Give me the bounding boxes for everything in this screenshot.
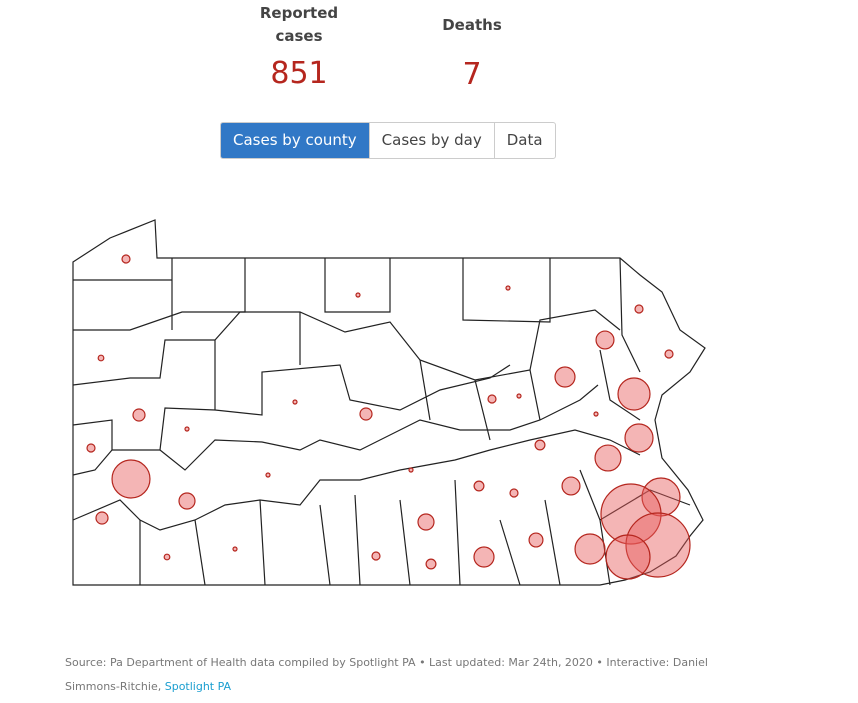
bubble[interactable] xyxy=(163,553,171,561)
bubble[interactable] xyxy=(417,513,435,531)
bubble[interactable] xyxy=(600,483,662,545)
tabs: Cases by county Cases by day Data xyxy=(220,122,556,159)
stat-label: Deaths xyxy=(442,16,502,34)
footer: Source: Pa Department of Health data com… xyxy=(65,651,725,699)
bubble[interactable] xyxy=(184,426,190,432)
bubble[interactable] xyxy=(634,304,644,314)
bubble[interactable] xyxy=(97,354,105,362)
bubble[interactable] xyxy=(121,254,131,264)
bubble[interactable] xyxy=(487,394,497,404)
bubble[interactable] xyxy=(95,511,109,525)
map xyxy=(72,219,706,586)
bubble[interactable] xyxy=(473,546,495,568)
stat-value: 7 xyxy=(462,57,482,92)
bubble[interactable] xyxy=(132,408,146,422)
bubble[interactable] xyxy=(561,476,581,496)
bubble[interactable] xyxy=(111,459,151,499)
bubble[interactable] xyxy=(355,292,361,298)
bubble[interactable] xyxy=(425,558,437,570)
bubble[interactable] xyxy=(624,423,654,453)
stat-label: Reported cases xyxy=(259,4,339,45)
bubble[interactable] xyxy=(178,492,196,510)
bubble[interactable] xyxy=(86,443,96,453)
stat-value: 851 xyxy=(270,56,328,91)
tab[interactable]: Cases by day xyxy=(368,123,494,158)
tab[interactable]: Cases by county xyxy=(221,123,369,158)
bubble[interactable] xyxy=(371,551,381,561)
bubble[interactable] xyxy=(509,488,519,498)
bubble[interactable] xyxy=(408,467,414,473)
bubble[interactable] xyxy=(232,546,238,552)
bubble[interactable] xyxy=(473,480,485,492)
bubble[interactable] xyxy=(574,533,606,565)
bubble[interactable] xyxy=(617,377,651,411)
bubble[interactable] xyxy=(554,366,576,388)
stat: Deaths 7 xyxy=(402,14,542,92)
bubble[interactable] xyxy=(528,532,544,548)
bubble[interactable] xyxy=(594,444,622,472)
bubble[interactable] xyxy=(359,407,373,421)
bubble[interactable] xyxy=(534,439,546,451)
bubble[interactable] xyxy=(505,285,511,291)
bubble[interactable] xyxy=(593,411,599,417)
bubble[interactable] xyxy=(625,512,691,578)
bubbles xyxy=(86,254,691,580)
link[interactable]: Spotlight PA xyxy=(164,680,232,693)
bubble[interactable] xyxy=(595,330,615,350)
tab[interactable]: Data xyxy=(493,123,555,158)
bubble[interactable] xyxy=(265,472,271,478)
county-lines xyxy=(72,219,706,586)
bubble[interactable] xyxy=(516,393,522,399)
bubble[interactable] xyxy=(605,534,651,580)
bubble[interactable] xyxy=(292,399,298,405)
stat: Reported cases 851 xyxy=(229,2,369,91)
bubble[interactable] xyxy=(664,349,674,359)
source: Source: Pa Department of Health data com… xyxy=(65,656,708,693)
